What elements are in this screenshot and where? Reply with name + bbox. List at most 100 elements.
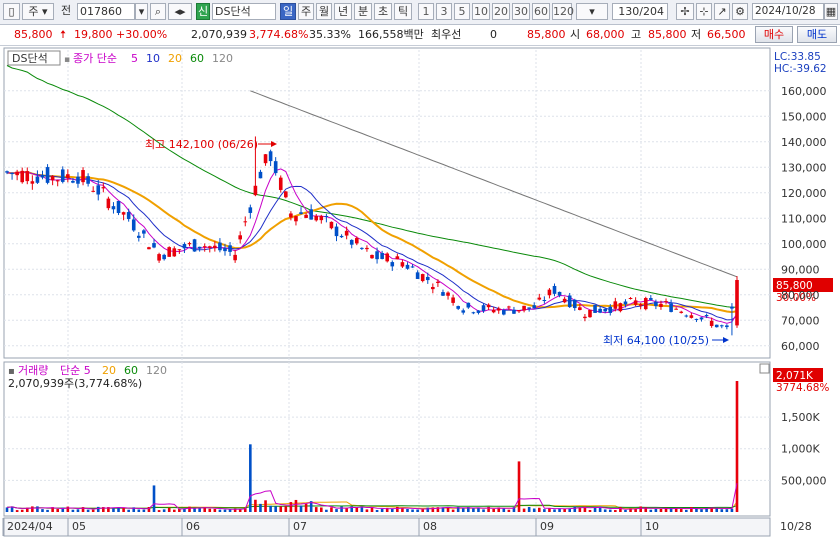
candle-body [207,246,212,248]
stock-code-input[interactable]: 017860 [77,3,135,20]
sell-button[interactable]: 매도 [797,26,837,43]
volume-panel-marker-icon: ▪ [8,366,15,377]
buy-button[interactable]: 매수 [755,26,793,43]
candle-body [714,324,719,328]
volume-info: 2,070,939주(3,774.68%) [8,377,142,390]
volume-bar [102,507,105,512]
candle-body [162,254,166,260]
volume-bar [249,444,252,512]
candle-body [699,317,704,320]
chart-canvas[interactable]: DS단석 ▪ 종가 단순 5 10 20 60 120 LC:33.85 HC:-39.62… [0,46,840,538]
month-gridlines [67,50,642,516]
market-badge: 신 [196,3,210,20]
search-icon[interactable]: ⌕ [150,3,166,20]
favorites-icon[interactable]: ◂▸ [168,3,192,20]
price-tick-label: 80,000 [781,289,820,302]
candle-body [248,207,253,213]
volume-bar [461,508,465,512]
volume-panel-toggle[interactable] [759,363,770,374]
candle-body [106,198,111,209]
price-legend-item: 20 [168,52,182,65]
interval-3[interactable]: 3 [436,3,452,20]
volume-bar [127,509,130,512]
candle-body [608,306,613,313]
candle-body [643,298,648,310]
interval-30[interactable]: 30 [512,3,530,20]
interval-60[interactable]: 60 [532,3,550,20]
price-legend-item: 10 [146,52,160,65]
volume-bar [553,509,556,512]
best-price: 85,800 [527,28,566,41]
volume-bar [299,505,303,512]
interval-20[interactable]: 20 [492,3,510,20]
volume-bar [477,507,480,512]
zoom-icon[interactable]: ✢ [676,3,694,20]
open-label: 시 [570,28,581,41]
volume-bar [614,510,617,512]
candle-body [121,212,126,215]
x-axis-bar[interactable] [3,517,771,537]
volume-bar [441,507,445,512]
candle-body [243,221,248,223]
stock-name-field[interactable]: DS단석 [212,3,276,20]
volume-bar [61,507,65,512]
period-minute[interactable]: 분 [354,3,372,20]
date-field[interactable]: 2024/10/28 [752,3,824,20]
candle-body [284,191,288,198]
volume-bar [370,507,374,512]
period-year[interactable]: 년 [334,3,352,20]
volume-bar [46,509,49,512]
price-legend-item: 5 [131,52,138,65]
volume-bar [162,509,166,512]
volume-bar [183,508,186,512]
settings-icon[interactable]: ⚙ [732,3,748,20]
code-dropdown-icon[interactable]: ▾ [135,3,148,20]
volume-bar [720,509,724,512]
chart-type-icon[interactable]: ↗ [714,3,730,20]
price-tick-label: 60,000 [781,340,820,353]
market-select[interactable]: 주 ▾ [22,3,54,20]
turnover-value: 35.33% [309,28,351,41]
volume-bar [223,509,227,512]
draw-tool-icon[interactable]: ⊹ [696,3,712,20]
volume-bar [390,508,394,512]
candle-body [20,170,25,183]
interval-1[interactable]: 1 [418,3,434,20]
x-tick-label: 10 [645,520,659,533]
custom-interval-select[interactable]: ▾ [576,3,608,20]
candle-body [273,161,278,174]
candle-body [126,212,131,220]
candle-body [45,167,50,183]
interval-10[interactable]: 10 [472,3,490,20]
volume-bar [132,507,136,512]
volume-bar [583,506,587,512]
layout-icon[interactable]: ▯ [3,3,20,20]
interval-120[interactable]: 120 [552,3,574,20]
volume-bar [10,506,14,512]
volume-panel[interactable] [3,361,771,517]
volume-bar [411,509,414,512]
best-bid-qty: 0 [490,28,497,41]
period-month[interactable]: 월 [316,3,332,20]
count-field[interactable]: 130/204 [612,3,668,20]
period-tick[interactable]: 틱 [394,3,412,20]
volume-bar [284,506,288,512]
price-legend-item: 120 [212,52,233,65]
price-tick-label: 140,000 [781,136,827,149]
period-day[interactable]: 일 [280,3,296,20]
calendar-icon[interactable]: ▦ [824,3,838,20]
volume-bar [456,506,460,512]
candle-body [177,249,182,251]
period-week[interactable]: 주 [298,3,314,20]
price-panel[interactable] [3,47,771,359]
volume-bar [603,509,607,512]
period-second[interactable]: 초 [374,3,392,20]
candle-body [557,291,562,296]
volume-bar [228,509,232,512]
interval-5[interactable]: 5 [454,3,470,20]
candles [5,136,739,336]
volume-bar [355,507,359,512]
candle-body [157,254,161,261]
volume-legend-item: 120 [146,364,167,377]
candle-body [415,272,420,279]
